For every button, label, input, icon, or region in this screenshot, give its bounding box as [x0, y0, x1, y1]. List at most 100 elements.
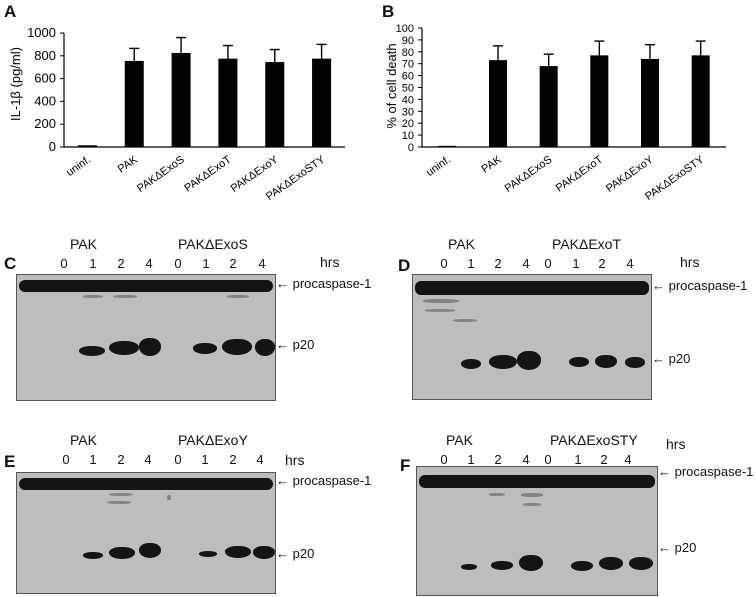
y-tick-label: 600	[34, 71, 56, 86]
lane-label-d-2: 2	[494, 256, 502, 271]
lane-label-f-4: 0	[544, 452, 552, 467]
y-tick-label: 0	[49, 139, 56, 154]
blot-f	[416, 466, 658, 596]
lane-label-c-4: 0	[174, 256, 182, 271]
blot-e-strain2: PAKΔExoY	[178, 432, 248, 448]
panel-letter-d: D	[398, 256, 411, 275]
lane-label-c-3: 4	[145, 256, 153, 271]
lane-label-e-1: 1	[89, 452, 97, 467]
blot-c-strain1: PAK	[70, 236, 97, 252]
lane-label-d-7: 4	[626, 256, 634, 271]
blot-d-procaspase-label: ← procaspase-1	[652, 278, 748, 293]
bar-a-4	[265, 62, 285, 147]
lane-label-e-2: 2	[117, 452, 125, 467]
blot-f-hrs: hrs	[666, 436, 686, 452]
blot-f-strain2: PAKΔExoSTY	[550, 432, 638, 448]
bar-a-2	[171, 52, 191, 148]
lane-label-e-4: 0	[174, 452, 182, 467]
bar-b-0	[438, 145, 457, 147]
y-tick-label: 80	[402, 47, 414, 59]
y-tick-label: 200	[34, 116, 56, 131]
blot-d-strain1: PAK	[448, 236, 475, 252]
panel-letter-f: F	[400, 456, 411, 475]
lane-label-c-6: 2	[229, 256, 237, 271]
y-tick-label: 20	[402, 118, 414, 130]
lane-label-f-6: 2	[600, 452, 608, 467]
panel-letter-b: B	[382, 2, 395, 21]
y-tick-label: 60	[402, 71, 414, 83]
blot-c-strain2: PAKΔExoS	[178, 236, 248, 252]
bar-a-5	[312, 58, 332, 147]
bar-b-2	[539, 66, 558, 147]
bar-a-3	[218, 58, 238, 147]
y-tick-label: 1000	[27, 25, 56, 40]
blot-f-procaspase-label: ← procaspase-1	[658, 464, 754, 479]
bar-b-3	[590, 55, 609, 148]
y-tick-label: 70	[402, 59, 414, 71]
chart-b-ylabel: % of cell death	[384, 43, 399, 128]
x-tick-label: uninf.	[64, 154, 93, 179]
x-tick-label: PAKΔExoT	[554, 153, 606, 194]
panel-letter-e: E	[4, 452, 16, 471]
lane-label-c-1: 1	[89, 256, 97, 271]
y-tick-label: 0	[408, 142, 414, 154]
lane-label-e-5: 1	[201, 452, 209, 467]
y-tick-label: 800	[34, 48, 56, 63]
x-tick-label: PAKΔExoS	[503, 154, 555, 195]
blot-c-hrs: hrs	[320, 254, 340, 270]
lane-label-d-0: 0	[440, 256, 448, 271]
x-tick-label: PAK	[479, 153, 504, 175]
y-tick-label: 30	[402, 106, 414, 118]
x-tick-label: PAK	[116, 153, 141, 175]
y-tick-label: 40	[402, 94, 414, 106]
lane-label-e-6: 2	[229, 452, 237, 467]
lane-label-d-3: 4	[522, 256, 530, 271]
bar-b-5	[691, 55, 710, 148]
x-tick-label: uninf.	[424, 154, 453, 179]
lane-label-e-0: 0	[62, 452, 70, 467]
x-tick-label: PAKΔExoS	[135, 154, 187, 195]
blot-c-procaspase-label: ← procaspase-1	[276, 276, 372, 291]
blot-d	[412, 274, 652, 400]
y-tick-label: 10	[402, 130, 414, 142]
blot-d-strain2: PAKΔExoT	[552, 236, 622, 252]
lane-label-d-5: 1	[572, 256, 580, 271]
lane-label-f-1: 1	[467, 452, 475, 467]
lane-label-d-6: 2	[598, 256, 606, 271]
chart-a: IL-1β (pg/ml) 0 200 400 600 800 1000 uninf. PAK…	[8, 25, 345, 203]
lane-label-c-2: 2	[117, 256, 125, 271]
chart-a-ylabel: IL-1β (pg/ml)	[8, 47, 23, 121]
y-tick-label: 400	[34, 93, 56, 108]
lane-label-e-7: 4	[256, 452, 264, 467]
blot-c-p20-label: ← p20	[276, 337, 315, 352]
lane-label-f-7: 4	[624, 452, 632, 467]
lane-label-c-7: 4	[258, 256, 266, 271]
blot-e-hrs: hrs	[285, 452, 305, 468]
blot-d-hrs: hrs	[680, 254, 700, 270]
bar-a-1	[124, 60, 144, 147]
lane-label-d-1: 1	[467, 256, 475, 271]
blot-e	[16, 472, 276, 594]
lane-label-f-5: 1	[574, 452, 582, 467]
y-tick-label: 90	[402, 35, 414, 47]
blot-e-procaspase-label: ← procaspase-1	[276, 473, 372, 488]
lane-label-f-0: 0	[440, 452, 448, 467]
lane-label-f-3: 4	[522, 452, 530, 467]
blot-f-p20-label: ← p20	[658, 540, 697, 555]
lane-label-e-3: 4	[144, 452, 152, 467]
panel-letter-a: A	[4, 2, 17, 21]
lane-label-f-2: 2	[494, 452, 502, 467]
lane-label-d-4: 0	[544, 256, 552, 271]
lane-label-c-5: 1	[202, 256, 210, 271]
y-tick-label: 50	[402, 83, 414, 95]
blot-f-strain1: PAK	[446, 432, 473, 448]
bar-b-1	[489, 60, 507, 147]
bar-b-4	[641, 58, 659, 147]
y-tick-label: 100	[396, 23, 414, 35]
panel-letter-c: C	[4, 254, 17, 273]
blot-e-p20-label: ← p20	[276, 546, 315, 561]
blot-c	[16, 274, 276, 401]
lane-label-c-0: 0	[60, 256, 68, 271]
blot-e-strain1: PAK	[70, 432, 97, 448]
